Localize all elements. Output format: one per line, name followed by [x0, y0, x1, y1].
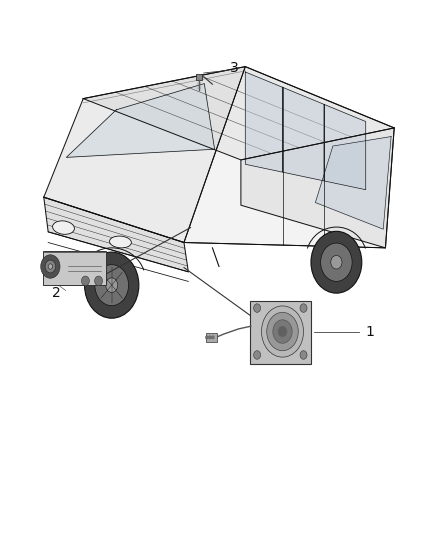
Text: 2: 2	[52, 286, 60, 300]
Bar	[206, 333, 217, 342]
Circle shape	[41, 255, 60, 278]
Polygon shape	[315, 136, 391, 229]
Polygon shape	[44, 67, 245, 243]
Circle shape	[85, 252, 139, 318]
Circle shape	[208, 336, 211, 339]
Circle shape	[300, 351, 307, 359]
Polygon shape	[83, 67, 394, 160]
Circle shape	[45, 260, 56, 273]
Polygon shape	[184, 67, 394, 248]
Text: 1: 1	[366, 325, 374, 338]
FancyBboxPatch shape	[43, 251, 106, 285]
Circle shape	[254, 351, 261, 359]
Circle shape	[212, 336, 214, 339]
Bar	[196, 74, 202, 80]
Polygon shape	[44, 197, 188, 272]
Circle shape	[81, 276, 89, 286]
Circle shape	[95, 276, 102, 286]
Circle shape	[267, 312, 298, 351]
Polygon shape	[241, 128, 394, 248]
Circle shape	[321, 243, 352, 281]
Circle shape	[311, 231, 362, 293]
Circle shape	[48, 264, 53, 269]
FancyBboxPatch shape	[250, 301, 311, 364]
Circle shape	[261, 306, 304, 357]
Ellipse shape	[53, 221, 74, 235]
Circle shape	[331, 255, 342, 269]
Circle shape	[95, 265, 128, 305]
Polygon shape	[67, 84, 215, 157]
Ellipse shape	[110, 236, 131, 248]
Circle shape	[278, 326, 287, 337]
Circle shape	[273, 320, 292, 343]
Circle shape	[106, 278, 118, 293]
Polygon shape	[245, 72, 283, 172]
Text: 3: 3	[230, 61, 239, 75]
Polygon shape	[283, 87, 324, 181]
Circle shape	[254, 304, 261, 312]
Circle shape	[300, 304, 307, 312]
Circle shape	[205, 336, 208, 339]
Polygon shape	[324, 104, 366, 190]
